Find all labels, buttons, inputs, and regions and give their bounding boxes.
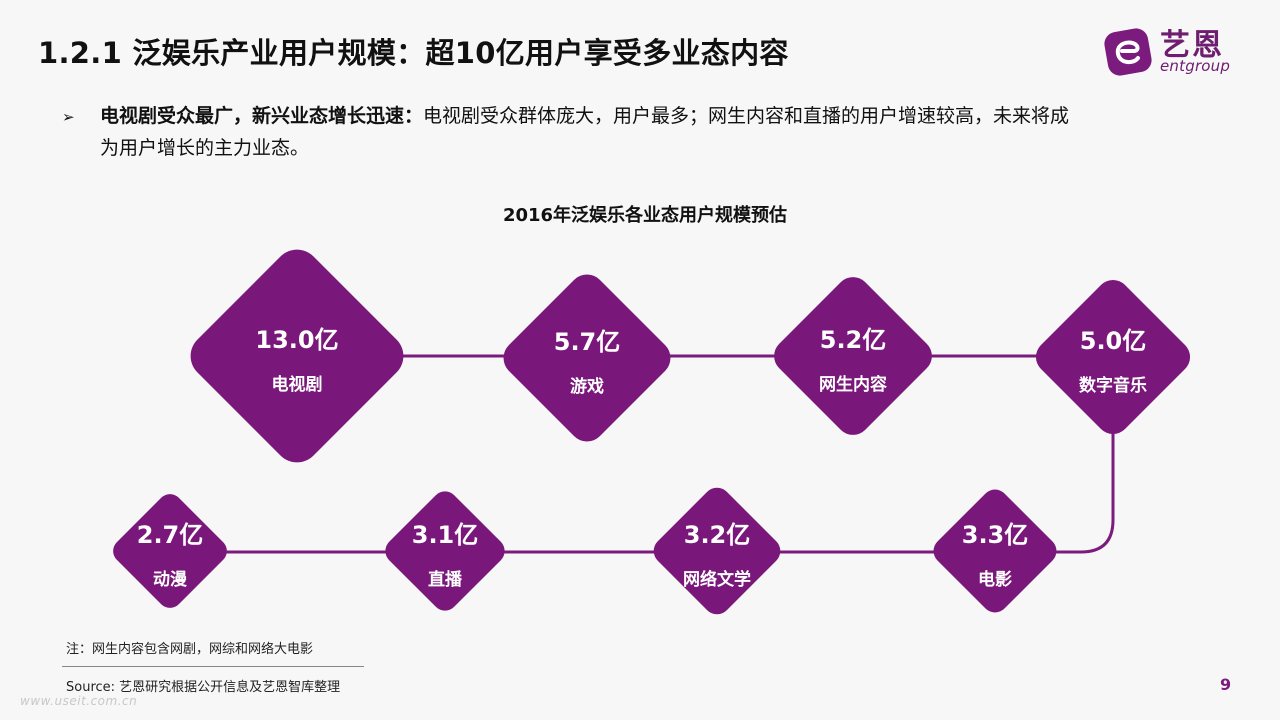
connector-line — [170, 354, 1115, 554]
node-value: 13.0亿 — [255, 326, 339, 354]
diamond-node-7 — [385, 491, 505, 611]
connector-lines — [170, 354, 1115, 554]
source-text: Source: 艺恩研究根据公开信息及艺恩智库整理 — [66, 680, 341, 695]
bullet-heading: 电视剧受众最广，新兴业态增长迅速： — [100, 105, 424, 127]
diamond-node-3 — [774, 277, 932, 435]
diagram-title: 2016年泛娱乐各业态用户规模预估 — [502, 205, 788, 226]
node-name: 数字音乐 — [1079, 376, 1147, 396]
logo-subtitle: entgroup — [1160, 57, 1231, 75]
node-name: 电影 — [978, 570, 1012, 590]
node-name: 直播 — [428, 570, 462, 590]
node-value: 3.3亿 — [961, 521, 1029, 549]
logo-name: 艺恩 — [1160, 28, 1224, 63]
watermark: www.useit.com.cn — [20, 694, 138, 708]
bullet-arrow-icon: ➢ — [62, 108, 75, 126]
bullet-line2: 为用户增长的主力业态。 — [100, 137, 310, 159]
node-value: 5.2亿 — [819, 326, 887, 354]
node-name: 网生内容 — [819, 375, 887, 395]
company-logo: 艺恩 entgroup — [1098, 20, 1248, 80]
node-value: 3.2亿 — [683, 521, 751, 549]
diamond-node-4 — [1035, 279, 1191, 435]
node-name: 电视剧 — [271, 375, 323, 395]
node-value: 5.0亿 — [1079, 327, 1147, 355]
node-value: 5.7亿 — [553, 328, 621, 356]
bullet-line1: 电视剧受众群体庞大，用户最多；网生内容和直播的用户增速较高，未来将成 — [423, 105, 1070, 127]
diamond-node-6 — [653, 487, 781, 615]
diamond-node-1 — [190, 249, 404, 463]
footnote: 注：网生内容包含网剧，网综和网络大电影 — [66, 642, 314, 657]
node-name: 动漫 — [153, 570, 187, 590]
footer-divider — [62, 666, 364, 667]
node-value: 2.7亿 — [136, 521, 204, 549]
page-number: 9 — [1220, 675, 1232, 694]
bullet-paragraph: ➢ 电视剧受众最广，新兴业态增长迅速：电视剧受众群体庞大，用户最多；网生内容和直… — [62, 100, 1222, 164]
page-title: 1.2.1 泛娱乐产业用户规模：超10亿用户享受多业态内容 — [38, 36, 789, 70]
node-name: 网络文学 — [683, 570, 751, 590]
node-name: 游戏 — [570, 377, 604, 397]
node-value: 3.1亿 — [411, 521, 479, 549]
diamond-nodes — [113, 249, 1191, 615]
entgroup-e-logo-icon — [1104, 28, 1152, 76]
diamond-node-8 — [113, 494, 227, 608]
diamond-node-2 — [503, 274, 671, 442]
diamond-node-5 — [933, 489, 1057, 613]
